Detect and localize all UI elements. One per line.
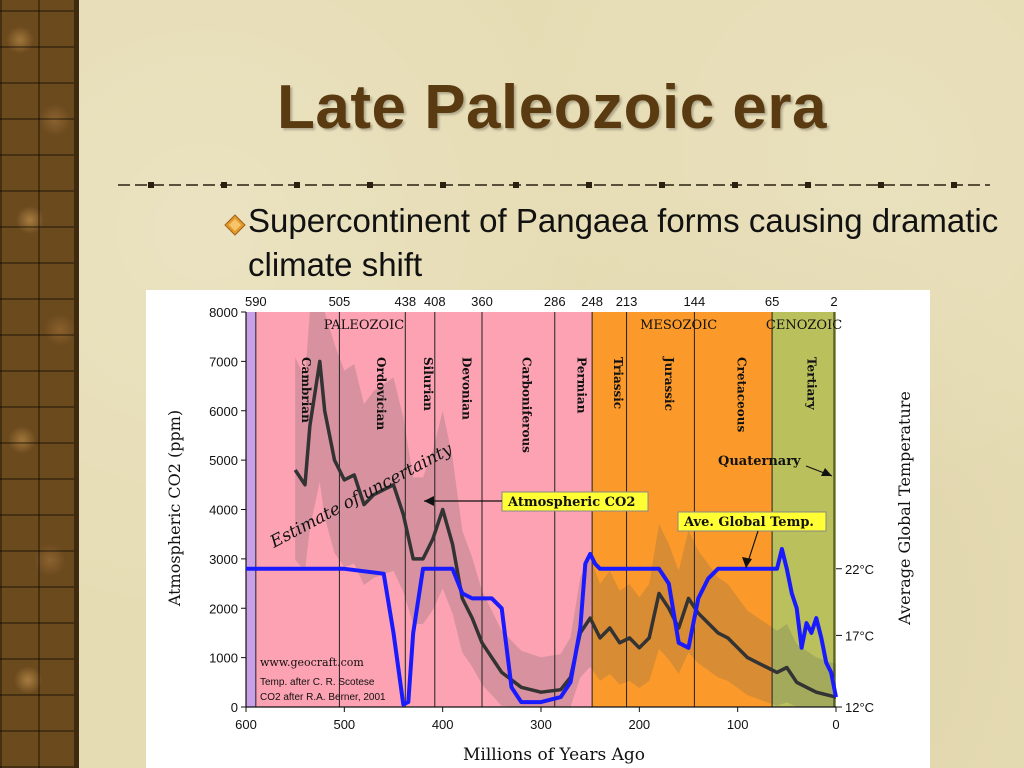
era-label-mesozoic: MESOZOIC (640, 318, 717, 333)
x-axis-title: Millions of Years Ago (463, 745, 645, 765)
y2-tick-label: 17°C (845, 628, 874, 643)
x-tick-label-0: 0 (832, 717, 839, 732)
bullet-text: Supercontinent of Pangaea forms causing … (248, 202, 999, 283)
y-tick-label-6000: 6000 (209, 404, 238, 419)
x-tick-label-600: 600 (235, 717, 257, 732)
pre-band (246, 312, 256, 707)
period-label-permian: Permian (574, 357, 588, 414)
x-tick-label-100: 100 (727, 717, 749, 732)
x-tick-label-400: 400 (432, 717, 454, 732)
period-label-cambrian: Cambrian (299, 357, 313, 423)
y-tick-label-0: 0 (231, 700, 238, 715)
period-label-silurian: Silurian (421, 357, 435, 411)
credit-co2: CO2 after R.A. Berner, 2001 (260, 692, 386, 703)
boundary-age-248: 248 (581, 294, 603, 309)
boundary-age-438: 438 (394, 294, 416, 309)
boundary-age-286: 286 (544, 294, 566, 309)
quaternary-label: Quaternary (718, 454, 801, 469)
divider-dot (805, 182, 811, 188)
divider-dot (513, 182, 519, 188)
period-label-tertiary: Tertiary (805, 357, 819, 411)
co2-arrowhead (424, 496, 434, 506)
boundary-age-213: 213 (616, 294, 638, 309)
period-label-devonian: Devonian (459, 357, 473, 420)
divider-dot (221, 182, 227, 188)
era-label-cenozoic: CENOZOIC (766, 318, 842, 333)
divider-dot (440, 182, 446, 188)
boundary-age-65: 65 (765, 294, 779, 309)
credit-site: www.geocraft.com (260, 656, 364, 669)
boundary-age-360: 360 (471, 294, 493, 309)
period-label-jurassic: Jurassic (662, 356, 676, 411)
x-tick-labels: 600 500 400 300 200 100 0 (235, 707, 840, 732)
y-tick-label-7000: 7000 (209, 354, 238, 369)
era-labels: PALEOZOIC MESOZOIC CENOZOIC (324, 318, 842, 333)
left-bar-edge (74, 0, 79, 768)
y-tick-label-2000: 2000 (209, 601, 238, 616)
divider-dot (951, 182, 957, 188)
divider-dot (878, 182, 884, 188)
slide-title: Late Paleozoic era (276, 73, 828, 142)
boundary-age-505: 505 (329, 294, 351, 309)
divider-dot (586, 182, 592, 188)
co2-temperature-chart: 590 505 438 408 360 286 248 213 144 65 2 PALEOZOIC… (146, 290, 930, 768)
boundary-age-labels: 590 505 438 408 360 286 248 213 144 65 2 (245, 294, 838, 309)
divider-dot (659, 182, 665, 188)
y-tick-label-5000: 5000 (209, 453, 238, 468)
co2-label: Atmospheric CO2 (507, 495, 635, 510)
y-tick-label-4000: 4000 (209, 503, 238, 518)
title-divider (118, 182, 990, 188)
divider-dot (148, 182, 154, 188)
annotations (424, 465, 833, 569)
y-axis-title: Atmospheric CO2 (ppm) (165, 410, 184, 607)
y2-tick-label: 12°C (845, 700, 874, 715)
y2-tick-label: 22°C (845, 562, 874, 577)
temperature-series-line (246, 547, 838, 707)
temp-label: Ave. Global Temp. (683, 515, 814, 530)
decorative-left-bar (0, 0, 78, 768)
x-tick-label-300: 300 (530, 717, 552, 732)
era-label-paleozoic: PALEOZOIC (324, 318, 405, 333)
x-tick-label-200: 200 (628, 717, 650, 732)
credit-temp: Temp. after C. R. Scotese (260, 677, 375, 688)
period-label-carboniferous: Carboniferous (519, 357, 533, 453)
temperature-tick-labels: 22°C 17°C 12°C (836, 562, 874, 715)
boundary-age-408: 408 (424, 294, 446, 309)
period-label-cretaceous: Cretaceous (735, 357, 749, 432)
uncertainty-region (295, 312, 836, 707)
y-tick-label-3000: 3000 (209, 552, 238, 567)
boundary-age-2: 2 (830, 294, 837, 309)
temp-arrowhead (742, 557, 752, 568)
bullet-diamond-icon (224, 214, 246, 236)
period-label-ordovician: Ordovician (374, 357, 388, 430)
quaternary-arrowhead (821, 468, 832, 476)
y2-axis-title: Average Global Temperature (895, 391, 914, 626)
divider-dot (367, 182, 373, 188)
y-tick-labels: 0 1000 2000 3000 4000 5000 6000 7000 8000 (209, 305, 246, 715)
boundary-age-590: 590 (245, 294, 267, 309)
period-label-triassic: Triassic (611, 357, 625, 409)
uncertainty-band (295, 312, 836, 707)
boundary-age-144: 144 (684, 294, 706, 309)
period-labels: Cambrian Ordovician Silurian Devonian Carbon… (299, 356, 818, 453)
x-tick-label-500: 500 (333, 717, 355, 732)
y-tick-label-1000: 1000 (209, 651, 238, 666)
era-bands (246, 312, 836, 707)
temp-label-box (677, 511, 827, 532)
quaternary-band (834, 312, 836, 707)
divider-dot (294, 182, 300, 188)
divider-dot (732, 182, 738, 188)
y-tick-label-8000: 8000 (209, 305, 238, 320)
